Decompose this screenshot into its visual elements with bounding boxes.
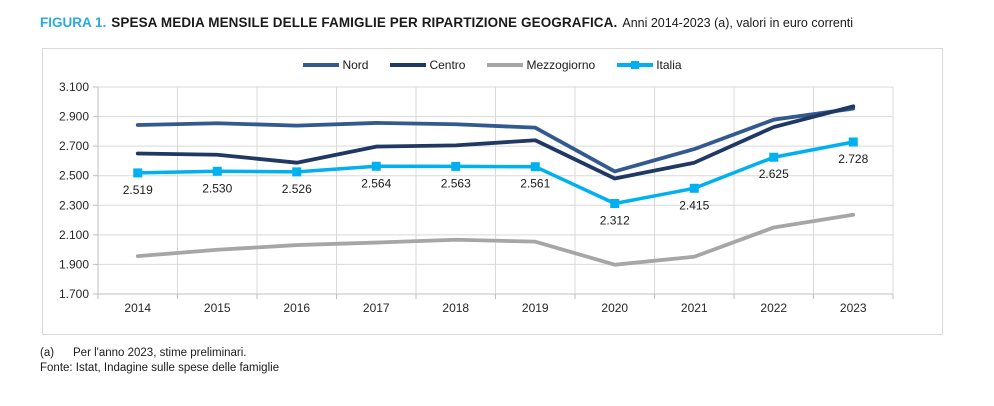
x-tick-label: 2021 [681, 301, 708, 315]
legend-swatch-icon [390, 63, 427, 67]
y-tick-label: 3.100 [59, 80, 89, 94]
data-point-marker-italia [371, 161, 381, 171]
series-line-mezzogiorno [135, 212, 856, 267]
legend-label: Nord [342, 58, 369, 72]
x-tick-label: 2017 [363, 301, 390, 315]
legend-label: Mezzogiorno [526, 58, 596, 72]
x-tick-label: 2014 [124, 301, 151, 315]
data-label: 2.728 [838, 152, 868, 166]
chart-svg: 3.100 2.900 2.700 2.500 2.300 2.100 1.900 1.700… [59, 80, 894, 315]
figure-subtitle: Anni 2014-2023 (a), valori in euro corre… [622, 16, 854, 30]
x-tick-label: 2018 [442, 301, 469, 315]
data-point-marker-italia [212, 166, 222, 176]
series-line-centro [135, 104, 856, 181]
legend-item-mezzogiorno: Mezzogiorno [487, 58, 595, 72]
data-point-marker-italia [292, 167, 302, 177]
x-tick-label: 2022 [760, 301, 787, 315]
x-tick-label: 2020 [601, 301, 628, 315]
chart-legend: Nord Centro Mezzogiorno Italia [43, 58, 942, 72]
data-point-marker-italia [769, 152, 779, 162]
x-tick-label: 2015 [204, 301, 231, 315]
figure-caption: FIGURA 1. SPESA MEDIA MENSILE DELLE FAMIG… [40, 15, 984, 31]
legend-label: Italia [656, 58, 682, 72]
data-point-marker-italia [451, 161, 461, 171]
series-line-nord [135, 106, 856, 174]
data-point-marker-italia [530, 162, 540, 172]
y-tick-label: 2.300 [59, 198, 89, 212]
legend-label: Centro [429, 58, 466, 72]
legend-swatch-icon [487, 63, 524, 67]
y-tick-label: 2.100 [59, 228, 89, 242]
legend-item-centro: Centro [390, 58, 465, 72]
source-note: Fonte: Istat, Indagine sulle spese delle… [40, 362, 280, 374]
x-tick-label: 2023 [840, 301, 867, 315]
legend-swatch-icon [303, 63, 340, 67]
footnote-text: Per l'anno 2023, stime preliminari. [73, 347, 247, 359]
data-label: 2.563 [441, 176, 471, 190]
y-tick-label: 2.500 [59, 169, 89, 183]
x-tick-label: 2019 [522, 301, 549, 315]
y-tick-label: 2.700 [59, 139, 89, 153]
chart-panel: 3.100 2.900 2.700 2.500 2.300 2.100 1.900 1.700… [42, 48, 943, 335]
data-label: 2.526 [282, 182, 312, 196]
figure-number-label: FIGURA 1. [40, 15, 107, 30]
footnote-marker: (a) [40, 347, 55, 359]
data-label: 2.415 [679, 198, 709, 212]
footnote-a: (a) Per l'anno 2023, stime preliminari. [40, 346, 279, 361]
data-label: 2.312 [600, 214, 630, 228]
data-point-marker-italia [848, 137, 858, 147]
legend-item-italia: Italia [617, 58, 682, 72]
figure-title: SPESA MEDIA MENSILE DELLE FAMIGLIE PER R… [111, 15, 618, 30]
legend-marker-icon [631, 61, 640, 69]
data-label: 2.561 [520, 177, 550, 191]
x-tick-label: 2016 [283, 301, 310, 315]
data-label: 2.564 [361, 176, 391, 190]
series-line-italia [136, 140, 855, 206]
legend-swatch-icon [617, 61, 654, 69]
data-point-marker-italia [610, 199, 620, 209]
data-label: 2.625 [759, 167, 789, 181]
data-label: 2.519 [123, 183, 153, 197]
legend-item-nord: Nord [303, 58, 368, 72]
y-tick-label: 1.700 [59, 287, 89, 301]
footnotes: (a) Per l'anno 2023, stime preliminari. F… [40, 346, 279, 376]
y-tick-label: 2.900 [59, 110, 89, 124]
data-point-marker-italia [133, 168, 143, 178]
y-tick-label: 1.900 [59, 257, 89, 271]
data-point-marker-italia [689, 183, 699, 193]
data-label: 2.530 [202, 181, 232, 195]
